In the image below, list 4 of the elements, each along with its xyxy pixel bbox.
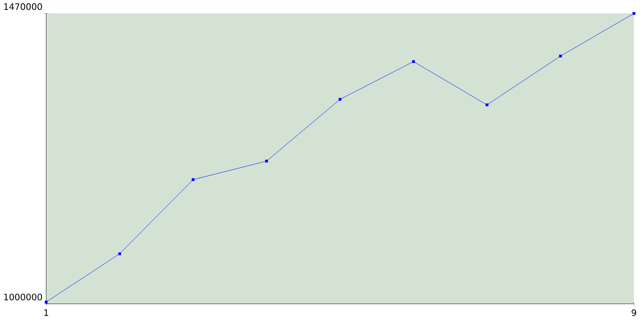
x-tick-label: 1 xyxy=(44,310,48,316)
y-tick-label: 1470000 xyxy=(4,4,42,10)
y-tick-label: 1000000 xyxy=(4,294,42,301)
x-tick-label: 9 xyxy=(632,310,636,316)
